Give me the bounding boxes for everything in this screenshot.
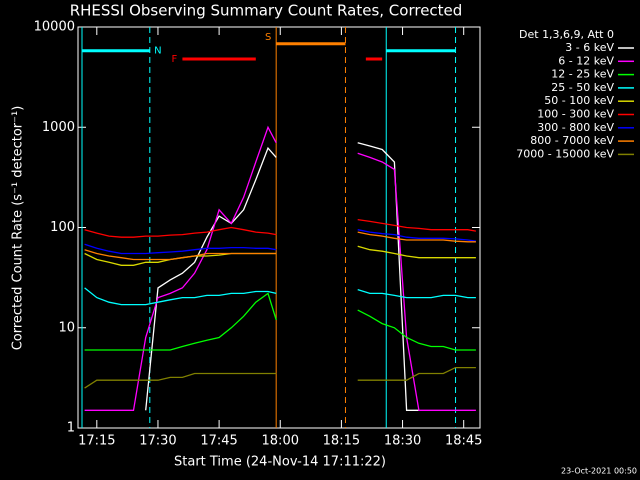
- series-line: [84, 226, 277, 238]
- series-line: [357, 142, 419, 411]
- x-tick-label: 17:30: [139, 434, 176, 449]
- chart-title: RHESSI Observing Summary Count Rates, Co…: [70, 2, 463, 20]
- legend-label: 100 - 300 keV: [537, 108, 614, 121]
- legend-label: 6 - 12 keV: [558, 54, 614, 67]
- legend-label: 12 - 25 keV: [551, 68, 614, 81]
- series-line: [357, 309, 476, 351]
- series-line: [357, 229, 476, 242]
- x-tick-label: 18:45: [445, 434, 482, 449]
- y-tick-label: 100: [50, 220, 75, 235]
- series-line: [357, 231, 476, 243]
- series-line: [357, 366, 476, 381]
- x-tick-label: 17:45: [200, 434, 237, 449]
- legend-label: 300 - 800 keV: [537, 121, 614, 134]
- series-line: [84, 292, 277, 351]
- series-line: [357, 245, 476, 259]
- series-line: [84, 252, 277, 266]
- y-tick-label: 10000: [34, 20, 75, 35]
- series-line: [357, 288, 476, 299]
- y-tick-label: 1: [67, 421, 75, 436]
- legend-label: 800 - 7000 keV: [530, 134, 614, 147]
- series-line: [84, 287, 277, 306]
- series-line: [357, 152, 476, 411]
- y-tick-label: 1000: [42, 120, 75, 135]
- series-line: [145, 146, 277, 411]
- series-line: [84, 249, 277, 261]
- x-tick-label: 18:15: [323, 434, 360, 449]
- plot-frame: [77, 26, 481, 429]
- series-line: [357, 218, 477, 232]
- interval-label: S: [265, 32, 271, 43]
- legend-label: 7000 - 15000 keV: [516, 147, 614, 160]
- series-line: [84, 243, 277, 255]
- legend-label: 25 - 50 keV: [551, 81, 614, 94]
- y-axis-label: Corrected Count Rate (s⁻¹ detector⁻¹): [11, 106, 26, 351]
- x-tick-label: 18:00: [262, 434, 299, 449]
- legend-title: Det 1,3,6,9, Att 0: [519, 28, 614, 41]
- interval-label: F: [172, 54, 178, 65]
- series-line: [84, 125, 277, 411]
- y-tick-label: 10: [58, 320, 75, 335]
- legend-label: 50 - 100 keV: [544, 94, 614, 107]
- x-tick-label: 17:15: [78, 434, 115, 449]
- interval-label: N: [154, 46, 161, 57]
- legend-label: 3 - 6 keV: [565, 41, 614, 54]
- footer: 23-Oct-2021 00:50: [561, 467, 637, 476]
- series-line: [84, 372, 277, 389]
- x-axis-label: Start Time (24-Nov-14 17:11:22): [174, 455, 386, 470]
- x-tick-label: 18:30: [384, 434, 421, 449]
